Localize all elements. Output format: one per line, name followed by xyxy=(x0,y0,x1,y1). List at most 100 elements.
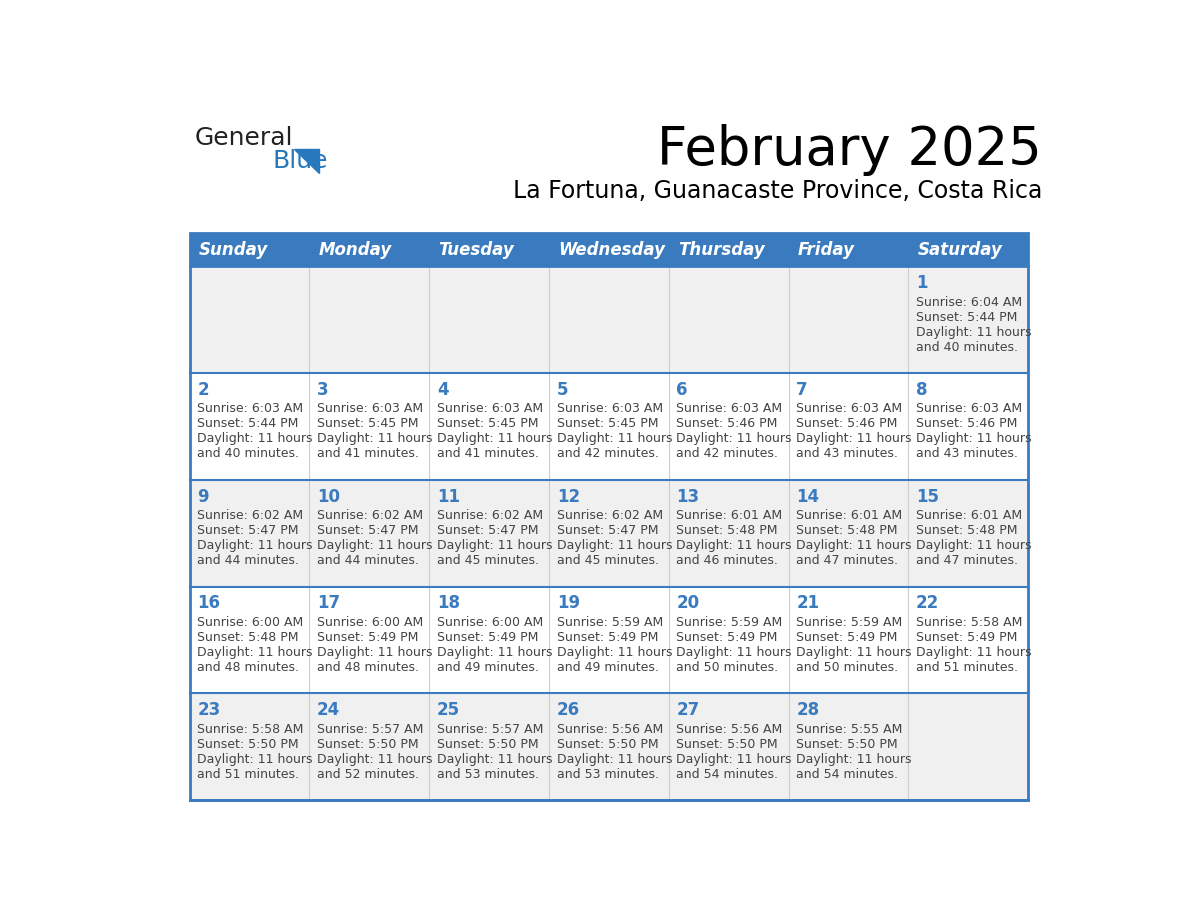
Text: Sunrise: 6:00 AM: Sunrise: 6:00 AM xyxy=(437,616,543,629)
Text: Sunrise: 6:02 AM: Sunrise: 6:02 AM xyxy=(557,509,663,522)
Text: 14: 14 xyxy=(796,487,820,506)
Text: Sunrise: 6:04 AM: Sunrise: 6:04 AM xyxy=(916,296,1022,308)
Text: Sunset: 5:49 PM: Sunset: 5:49 PM xyxy=(916,631,1017,644)
Text: and 42 minutes.: and 42 minutes. xyxy=(676,447,778,461)
Text: and 47 minutes.: and 47 minutes. xyxy=(916,554,1018,567)
Text: 27: 27 xyxy=(676,701,700,719)
Text: Sunset: 5:50 PM: Sunset: 5:50 PM xyxy=(676,738,778,751)
Text: Daylight: 11 hours: Daylight: 11 hours xyxy=(437,646,552,659)
Text: Daylight: 11 hours: Daylight: 11 hours xyxy=(197,539,312,553)
Text: Daylight: 11 hours: Daylight: 11 hours xyxy=(796,646,911,659)
Text: Sunset: 5:50 PM: Sunset: 5:50 PM xyxy=(317,738,418,751)
Text: Sunrise: 6:03 AM: Sunrise: 6:03 AM xyxy=(557,402,663,416)
Text: Sunrise: 6:01 AM: Sunrise: 6:01 AM xyxy=(916,509,1022,522)
Text: Sunrise: 6:00 AM: Sunrise: 6:00 AM xyxy=(197,616,304,629)
Text: 23: 23 xyxy=(197,701,221,719)
Text: Sunday: Sunday xyxy=(198,241,268,259)
Text: Daylight: 11 hours: Daylight: 11 hours xyxy=(437,539,552,553)
Text: Daylight: 11 hours: Daylight: 11 hours xyxy=(557,753,672,766)
Text: Daylight: 11 hours: Daylight: 11 hours xyxy=(317,539,432,553)
Text: and 43 minutes.: and 43 minutes. xyxy=(916,447,1018,461)
Text: 19: 19 xyxy=(557,594,580,612)
Text: and 51 minutes.: and 51 minutes. xyxy=(197,767,299,780)
Text: Daylight: 11 hours: Daylight: 11 hours xyxy=(916,539,1031,553)
Text: Sunrise: 5:59 AM: Sunrise: 5:59 AM xyxy=(557,616,663,629)
Text: Sunrise: 6:03 AM: Sunrise: 6:03 AM xyxy=(796,402,903,416)
Text: Thursday: Thursday xyxy=(678,241,765,259)
Text: Sunset: 5:46 PM: Sunset: 5:46 PM xyxy=(796,418,898,431)
Text: 6: 6 xyxy=(676,381,688,399)
Text: and 45 minutes.: and 45 minutes. xyxy=(437,554,539,567)
Text: Sunset: 5:48 PM: Sunset: 5:48 PM xyxy=(796,524,898,537)
Bar xyxy=(190,374,1028,480)
Text: Sunrise: 5:58 AM: Sunrise: 5:58 AM xyxy=(916,616,1023,629)
Text: Sunrise: 6:03 AM: Sunrise: 6:03 AM xyxy=(437,402,543,416)
Text: Daylight: 11 hours: Daylight: 11 hours xyxy=(437,432,552,445)
Bar xyxy=(190,587,1028,693)
Text: Sunrise: 6:00 AM: Sunrise: 6:00 AM xyxy=(317,616,423,629)
Text: General: General xyxy=(195,126,293,151)
Text: and 41 minutes.: and 41 minutes. xyxy=(317,447,419,461)
Text: 3: 3 xyxy=(317,381,329,399)
Text: 4: 4 xyxy=(437,381,449,399)
Text: 5: 5 xyxy=(557,381,568,399)
Text: 13: 13 xyxy=(676,487,700,506)
Text: and 50 minutes.: and 50 minutes. xyxy=(676,661,778,674)
Text: and 42 minutes.: and 42 minutes. xyxy=(557,447,658,461)
Text: 24: 24 xyxy=(317,701,341,719)
Text: and 40 minutes.: and 40 minutes. xyxy=(916,341,1018,353)
Text: 7: 7 xyxy=(796,381,808,399)
Text: Daylight: 11 hours: Daylight: 11 hours xyxy=(916,432,1031,445)
Text: and 54 minutes.: and 54 minutes. xyxy=(796,767,898,780)
Text: Daylight: 11 hours: Daylight: 11 hours xyxy=(796,753,911,766)
Bar xyxy=(190,233,1028,800)
Text: Daylight: 11 hours: Daylight: 11 hours xyxy=(676,539,792,553)
Text: Sunrise: 5:57 AM: Sunrise: 5:57 AM xyxy=(317,722,423,735)
Text: Sunset: 5:45 PM: Sunset: 5:45 PM xyxy=(437,418,538,431)
Text: Wednesday: Wednesday xyxy=(558,241,665,259)
Text: Sunrise: 6:03 AM: Sunrise: 6:03 AM xyxy=(676,402,783,416)
Text: and 48 minutes.: and 48 minutes. xyxy=(317,661,419,674)
Text: Sunset: 5:49 PM: Sunset: 5:49 PM xyxy=(317,631,418,644)
Text: and 44 minutes.: and 44 minutes. xyxy=(317,554,419,567)
Text: 1: 1 xyxy=(916,274,928,292)
Text: Sunset: 5:47 PM: Sunset: 5:47 PM xyxy=(557,524,658,537)
Text: Daylight: 11 hours: Daylight: 11 hours xyxy=(676,646,792,659)
Text: Daylight: 11 hours: Daylight: 11 hours xyxy=(557,432,672,445)
Text: Sunset: 5:44 PM: Sunset: 5:44 PM xyxy=(916,311,1017,324)
Text: Sunset: 5:50 PM: Sunset: 5:50 PM xyxy=(437,738,538,751)
Text: Blue: Blue xyxy=(272,150,328,174)
Text: and 54 minutes.: and 54 minutes. xyxy=(676,767,778,780)
Text: Sunrise: 6:02 AM: Sunrise: 6:02 AM xyxy=(197,509,303,522)
Text: Sunset: 5:46 PM: Sunset: 5:46 PM xyxy=(916,418,1017,431)
Text: 25: 25 xyxy=(437,701,460,719)
Text: 16: 16 xyxy=(197,594,220,612)
Text: Sunrise: 5:56 AM: Sunrise: 5:56 AM xyxy=(676,722,783,735)
Text: Sunrise: 6:03 AM: Sunrise: 6:03 AM xyxy=(317,402,423,416)
Text: 18: 18 xyxy=(437,594,460,612)
Text: 9: 9 xyxy=(197,487,209,506)
Text: and 44 minutes.: and 44 minutes. xyxy=(197,554,299,567)
Text: and 49 minutes.: and 49 minutes. xyxy=(557,661,658,674)
Text: Sunrise: 5:56 AM: Sunrise: 5:56 AM xyxy=(557,722,663,735)
Text: Sunrise: 6:02 AM: Sunrise: 6:02 AM xyxy=(317,509,423,522)
Text: Daylight: 11 hours: Daylight: 11 hours xyxy=(197,432,312,445)
Text: and 45 minutes.: and 45 minutes. xyxy=(557,554,658,567)
Text: 21: 21 xyxy=(796,594,820,612)
Text: Sunset: 5:47 PM: Sunset: 5:47 PM xyxy=(437,524,538,537)
Text: 17: 17 xyxy=(317,594,340,612)
Text: 12: 12 xyxy=(557,487,580,506)
Text: and 43 minutes.: and 43 minutes. xyxy=(796,447,898,461)
Text: Sunrise: 5:55 AM: Sunrise: 5:55 AM xyxy=(796,722,903,735)
Text: Sunrise: 6:03 AM: Sunrise: 6:03 AM xyxy=(916,402,1022,416)
Text: Monday: Monday xyxy=(318,241,392,259)
Text: Daylight: 11 hours: Daylight: 11 hours xyxy=(557,646,672,659)
Text: Sunset: 5:50 PM: Sunset: 5:50 PM xyxy=(197,738,299,751)
Text: Daylight: 11 hours: Daylight: 11 hours xyxy=(676,432,792,445)
Text: 26: 26 xyxy=(557,701,580,719)
Text: Sunset: 5:47 PM: Sunset: 5:47 PM xyxy=(197,524,299,537)
Text: Tuesday: Tuesday xyxy=(438,241,514,259)
Text: Sunset: 5:49 PM: Sunset: 5:49 PM xyxy=(676,631,778,644)
Text: Sunrise: 6:03 AM: Sunrise: 6:03 AM xyxy=(197,402,303,416)
Text: 20: 20 xyxy=(676,594,700,612)
